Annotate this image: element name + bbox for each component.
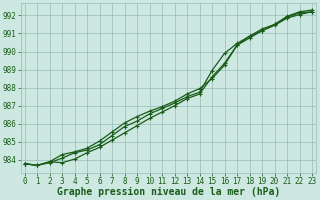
X-axis label: Graphe pression niveau de la mer (hPa): Graphe pression niveau de la mer (hPa) xyxy=(57,187,280,197)
